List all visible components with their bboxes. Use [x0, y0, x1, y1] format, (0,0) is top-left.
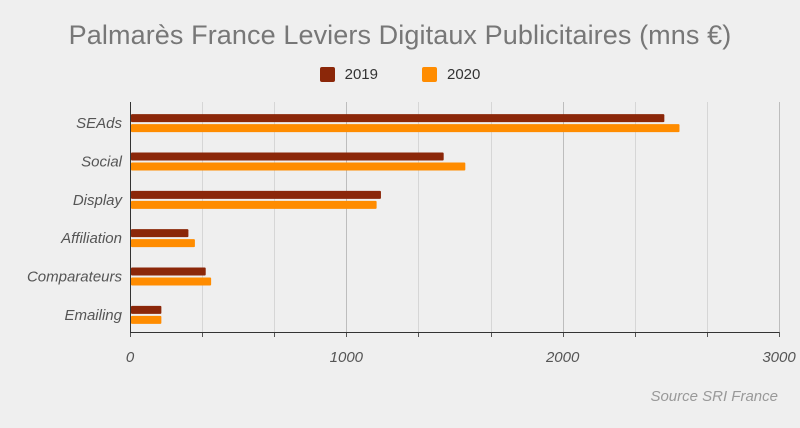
category-label-social: Social	[81, 154, 123, 171]
category-label-emailing: Emailing	[64, 307, 122, 324]
legend-item-2019[interactable]: 2019	[319, 66, 378, 83]
category-label-display: Display	[73, 192, 124, 209]
chart-title: Palmarès France Leviers Digitaux Publici…	[68, 20, 732, 50]
bar-social-2020	[131, 162, 466, 171]
bar-affiliation-2019	[131, 229, 189, 238]
bar-comparateurs-2020	[131, 277, 212, 286]
source-note: Source SRI France	[650, 388, 778, 405]
legend-item-2020[interactable]: 2020	[422, 66, 480, 83]
category-label-seads: SEAds	[76, 115, 122, 132]
x-tick-label-2: 2000	[545, 349, 580, 366]
legend-swatch-2019	[319, 67, 335, 82]
x-tick-label-1: 1000	[330, 349, 364, 366]
bar-comparateurs-2019	[131, 267, 206, 276]
x-tick-label-3: 3000	[762, 349, 796, 366]
category-label-affiliation: Affiliation	[60, 230, 122, 247]
legend-label-2020: 2020	[447, 66, 481, 83]
category-label-comparateurs: Comparateurs	[27, 269, 123, 286]
bar-affiliation-2020	[131, 239, 195, 248]
legend-swatch-2020	[422, 67, 437, 82]
legend-label-2019: 2019	[344, 66, 378, 83]
legend: 2019 2020	[0, 66, 800, 83]
bar-display-2020	[131, 200, 377, 209]
bar-emailing-2020	[131, 315, 162, 324]
bar-emailing-2019	[131, 305, 162, 314]
bar-social-2019	[131, 152, 444, 161]
bar-seads-2020	[131, 124, 680, 133]
bar-seads-2019	[131, 114, 665, 123]
bar-display-2019	[131, 190, 381, 199]
x-tick-label-0: 0	[126, 349, 135, 366]
